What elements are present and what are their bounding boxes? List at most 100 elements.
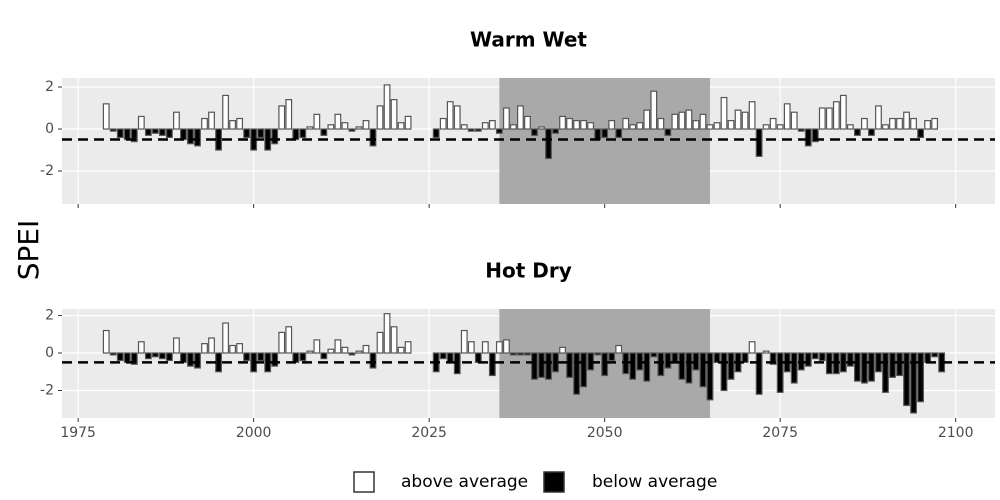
- bar: [734, 109, 742, 130]
- bar: [116, 128, 124, 139]
- bar: [292, 128, 300, 141]
- bar: [531, 128, 538, 136]
- bar: [783, 103, 791, 130]
- bar: [706, 124, 714, 130]
- bar: [580, 120, 588, 130]
- bar: [439, 117, 447, 130]
- bar: [818, 107, 826, 130]
- bar: [727, 352, 735, 380]
- bar: [215, 128, 222, 151]
- bar: [187, 352, 194, 367]
- bar: [460, 329, 468, 354]
- bar: [917, 352, 924, 403]
- bar: [137, 115, 145, 130]
- bar: [622, 117, 630, 130]
- bar: [748, 341, 756, 354]
- bar: [229, 120, 237, 130]
- bar: [811, 128, 819, 143]
- bar: [194, 128, 201, 147]
- bar: [446, 352, 454, 363]
- bar: [727, 120, 735, 130]
- bar: [580, 352, 588, 388]
- bar: [839, 94, 847, 130]
- bar: [636, 122, 644, 130]
- bar: [861, 352, 868, 384]
- bar: [545, 352, 552, 380]
- bar: [875, 105, 882, 130]
- bar: [671, 352, 679, 363]
- bar: [664, 352, 672, 369]
- bar: [474, 128, 482, 132]
- bar: [889, 352, 896, 378]
- bar: [376, 331, 384, 354]
- bar: [818, 352, 826, 362]
- bar: [488, 120, 496, 130]
- bar: [762, 350, 770, 354]
- bar: [896, 117, 903, 130]
- bar: [643, 352, 651, 382]
- bar: [524, 115, 531, 130]
- bar: [552, 352, 559, 373]
- bar: [601, 128, 609, 139]
- bar: [509, 124, 517, 130]
- panel-title: Hot Dry: [485, 259, 572, 283]
- bar: [748, 101, 756, 130]
- bar: [657, 117, 665, 130]
- bar: [109, 352, 117, 356]
- bar: [545, 128, 552, 160]
- bar: [868, 352, 875, 382]
- bar: [215, 352, 222, 373]
- bar: [341, 346, 349, 354]
- bar: [116, 352, 124, 362]
- bar: [208, 111, 215, 130]
- bar: [299, 352, 307, 362]
- bar: [531, 352, 538, 380]
- bar: [222, 322, 229, 354]
- bar: [538, 352, 545, 378]
- bar: [201, 343, 208, 354]
- bar: [151, 352, 159, 358]
- bar: [762, 124, 770, 130]
- bar: [306, 350, 314, 354]
- bar: [931, 117, 939, 130]
- bar: [348, 352, 356, 356]
- bar: [931, 352, 939, 358]
- bar: [594, 352, 602, 356]
- bar: [755, 352, 763, 395]
- bar: [327, 124, 335, 130]
- bar: [432, 128, 440, 139]
- bar: [804, 128, 812, 147]
- bar: [524, 352, 531, 356]
- bar: [222, 94, 229, 130]
- bar: [144, 128, 152, 136]
- bar: [910, 117, 917, 130]
- legend-swatch: [543, 471, 565, 493]
- bar: [629, 352, 637, 380]
- bar: [692, 120, 700, 130]
- bar: [397, 122, 405, 130]
- bar: [362, 120, 370, 130]
- bar: [573, 352, 580, 395]
- bar: [924, 120, 932, 130]
- bar: [180, 128, 187, 141]
- bar: [910, 352, 917, 414]
- bar: [488, 352, 496, 377]
- bar: [804, 352, 812, 367]
- bar: [264, 128, 272, 151]
- shaded-period: [499, 78, 710, 204]
- bar: [334, 113, 342, 130]
- bar: [208, 337, 215, 354]
- bar: [397, 346, 405, 354]
- bar: [832, 101, 840, 130]
- bar: [903, 352, 910, 407]
- bar: [797, 128, 805, 132]
- bar: [608, 120, 616, 130]
- bar: [868, 128, 875, 136]
- bar: [404, 341, 412, 354]
- bar: [390, 326, 398, 354]
- bar: [573, 120, 580, 130]
- bar: [257, 128, 265, 139]
- bar: [495, 128, 503, 134]
- bar: [615, 344, 623, 354]
